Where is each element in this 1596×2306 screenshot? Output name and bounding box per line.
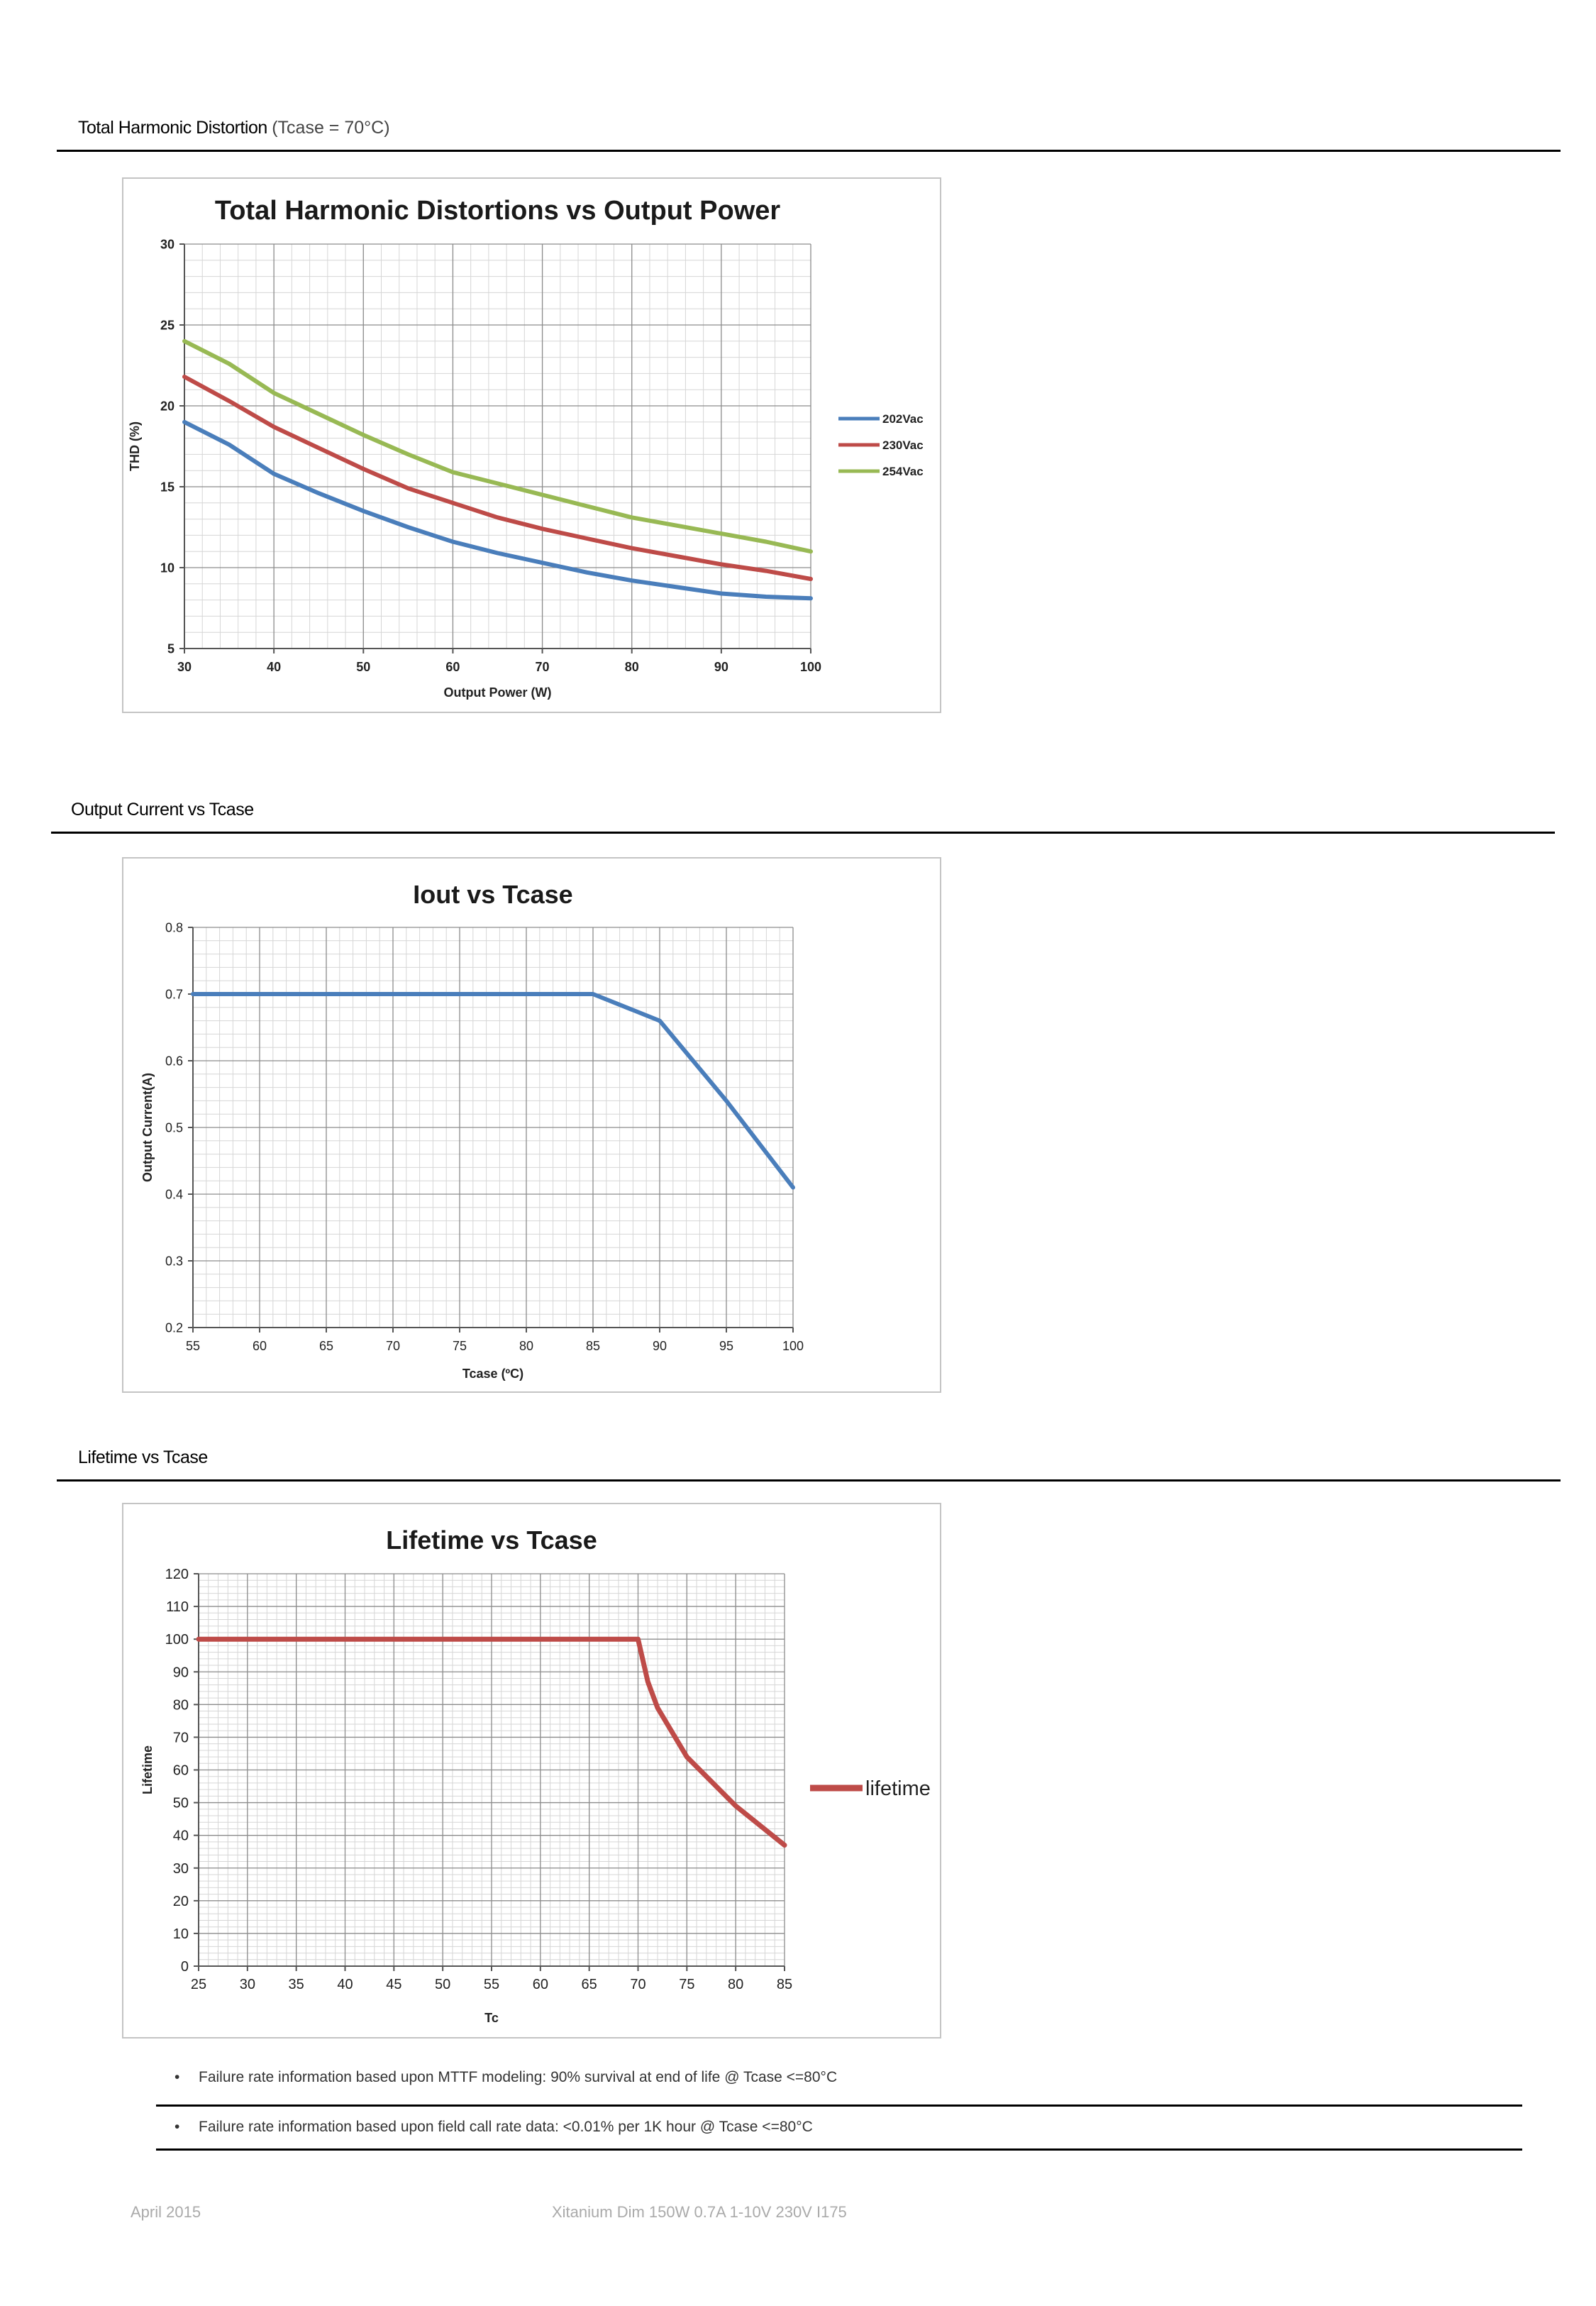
- y-tick-label: 120: [165, 1567, 189, 1582]
- x-tick-label: 100: [782, 1339, 804, 1353]
- y-tick-label: 20: [173, 1894, 189, 1909]
- chart-iout-svg: Iout vs Tcase 55 60 65 70 75 80 85 90 95 100 0.2 0.3…: [140, 880, 804, 1381]
- bullet-text: Failure rate information based upon fiel…: [199, 2119, 813, 2135]
- series-line-230vac: [182, 375, 813, 581]
- legend-entry: lifetime: [865, 1777, 931, 1800]
- y-tick-label: 25: [160, 318, 174, 332]
- bullet-text: Failure rate information based upon MTTF…: [199, 2069, 838, 2085]
- series-line-lifetime: [196, 1636, 787, 1848]
- x-tick-label: 60: [445, 660, 460, 674]
- y-tick-label: 40: [173, 1828, 189, 1844]
- y-tick-label: 0.5: [165, 1120, 183, 1135]
- y-tick-label: 0.6: [165, 1054, 183, 1068]
- x-tick-label: 40: [337, 1977, 353, 1992]
- x-tick-label: 85: [586, 1339, 600, 1353]
- x-tick-label: 65: [582, 1977, 597, 1992]
- series-line-202vac: [182, 419, 813, 601]
- y-tick-label: 0.4: [165, 1187, 183, 1201]
- y-tick-label: 30: [173, 1861, 189, 1877]
- section-title-iout: Output Current vs Tcase: [71, 800, 254, 820]
- x-tick-label: 70: [536, 660, 550, 674]
- y-tick-label: 90: [173, 1665, 189, 1680]
- y-tick-label: 0.7: [165, 987, 183, 1001]
- y-tick-label: 80: [173, 1697, 189, 1713]
- x-tick-label: 90: [653, 1339, 667, 1353]
- y-tick-label: 0: [181, 1959, 189, 1975]
- x-tick-label: 75: [453, 1339, 467, 1353]
- legend-entry: 202Vac: [882, 412, 924, 426]
- y-tick-label: 30: [160, 237, 174, 251]
- section-subtitle-thd: (Tcase = 70°C): [272, 118, 390, 138]
- y-tick-label: 110: [166, 1599, 189, 1615]
- x-tick-label: 35: [289, 1977, 304, 1992]
- x-tick-label: 75: [679, 1977, 694, 1992]
- x-tick-label: 95: [719, 1339, 733, 1353]
- section-title-thd: Total Harmonic Distortion (Tcase = 70°C): [78, 118, 390, 138]
- bullet-divider: [156, 2104, 1522, 2107]
- x-tick-label: 30: [240, 1977, 255, 1992]
- x-tick-label: 25: [191, 1977, 206, 1992]
- chart-lifetime: Lifetime vs Tcase 25 30 35 40 45 50 55 60 65 70 75 8…: [122, 1503, 941, 2039]
- x-tick-label: 55: [484, 1977, 499, 1992]
- y-axis-label: Lifetime: [140, 1745, 155, 1794]
- chart-title: Lifetime vs Tcase: [386, 1526, 597, 1555]
- footer-date: April 2015: [131, 2203, 201, 2221]
- x-tick-label: 80: [728, 1977, 743, 1992]
- chart-lifetime-svg: Lifetime vs Tcase 25 30 35 40 45 50 55 60 65 70 75 8…: [140, 1526, 931, 2025]
- x-tick-label: 90: [714, 660, 728, 674]
- bullet-item-field-rate: • Failure rate information based upon fie…: [174, 2119, 813, 2136]
- legend-entry: 254Vac: [882, 465, 924, 478]
- x-tick-label: 55: [186, 1339, 200, 1353]
- chart-thd-svg: Total Harmonic Distortions vs Output Pow…: [128, 196, 924, 700]
- chart-thd: Total Harmonic Distortions vs Output Pow…: [122, 177, 941, 713]
- y-tick-label: 50: [173, 1796, 189, 1811]
- x-tick-label: 80: [519, 1339, 533, 1353]
- x-tick-label: 60: [253, 1339, 267, 1353]
- y-tick-label: 0.3: [165, 1254, 183, 1268]
- y-tick-label: 10: [173, 1926, 189, 1942]
- y-tick-label: 10: [160, 561, 174, 575]
- x-tick-label: 70: [386, 1339, 400, 1353]
- x-axis-label: Output Power (W): [444, 685, 552, 700]
- bullet-glyph: •: [174, 2069, 180, 2085]
- bullet-divider: [156, 2148, 1522, 2151]
- chart-iout: Iout vs Tcase 55 60 65 70 75 80 85 90 95 100 0.2 0.3…: [122, 857, 941, 1393]
- y-tick-label: 0.2: [165, 1320, 183, 1335]
- chart-title: Iout vs Tcase: [413, 880, 572, 909]
- bullet-glyph: •: [174, 2119, 180, 2135]
- x-tick-label: 50: [356, 660, 370, 674]
- x-tick-label: 45: [386, 1977, 401, 1992]
- x-tick-label: 60: [533, 1977, 548, 1992]
- x-axis-label: Tc: [484, 2011, 499, 2025]
- series-line-254vac: [182, 338, 813, 554]
- x-tick-label: 70: [630, 1977, 645, 1992]
- y-tick-label: 0.8: [165, 920, 183, 934]
- y-tick-label: 70: [173, 1730, 189, 1745]
- x-tick-label: 40: [267, 660, 281, 674]
- y-tick-label: 100: [165, 1632, 189, 1648]
- y-tick-label: 5: [167, 641, 174, 656]
- chart-title: Total Harmonic Distortions vs Output Pow…: [215, 196, 781, 226]
- y-axis-label: Output Current(A): [140, 1073, 155, 1182]
- y-tick-label: 20: [160, 399, 174, 413]
- bullet-item-mttf: • Failure rate information based upon MTT…: [174, 2069, 837, 2086]
- x-tick-label: 80: [625, 660, 639, 674]
- section-title-lifetime: Lifetime vs Tcase: [78, 1447, 208, 1467]
- footer-product: Xitanium Dim 150W 0.7A 1-10V 230V I175: [552, 2203, 847, 2221]
- x-tick-label: 85: [777, 1977, 792, 1992]
- legend-entry: 230Vac: [882, 438, 924, 452]
- y-tick-label: 15: [160, 480, 174, 494]
- x-tick-label: 65: [319, 1339, 333, 1353]
- y-axis-label: THD (%): [128, 421, 142, 471]
- section-divider-iout: [51, 832, 1555, 834]
- x-tick-label: 30: [177, 660, 192, 674]
- series-line-output-current: [191, 992, 795, 1190]
- x-tick-label: 50: [435, 1977, 450, 1992]
- x-tick-label: 100: [800, 660, 821, 674]
- y-tick-label: 60: [173, 1763, 189, 1779]
- section-divider-thd: [57, 150, 1561, 152]
- x-axis-label: Tcase (ºC): [462, 1367, 523, 1381]
- section-divider-lifetime: [57, 1479, 1561, 1482]
